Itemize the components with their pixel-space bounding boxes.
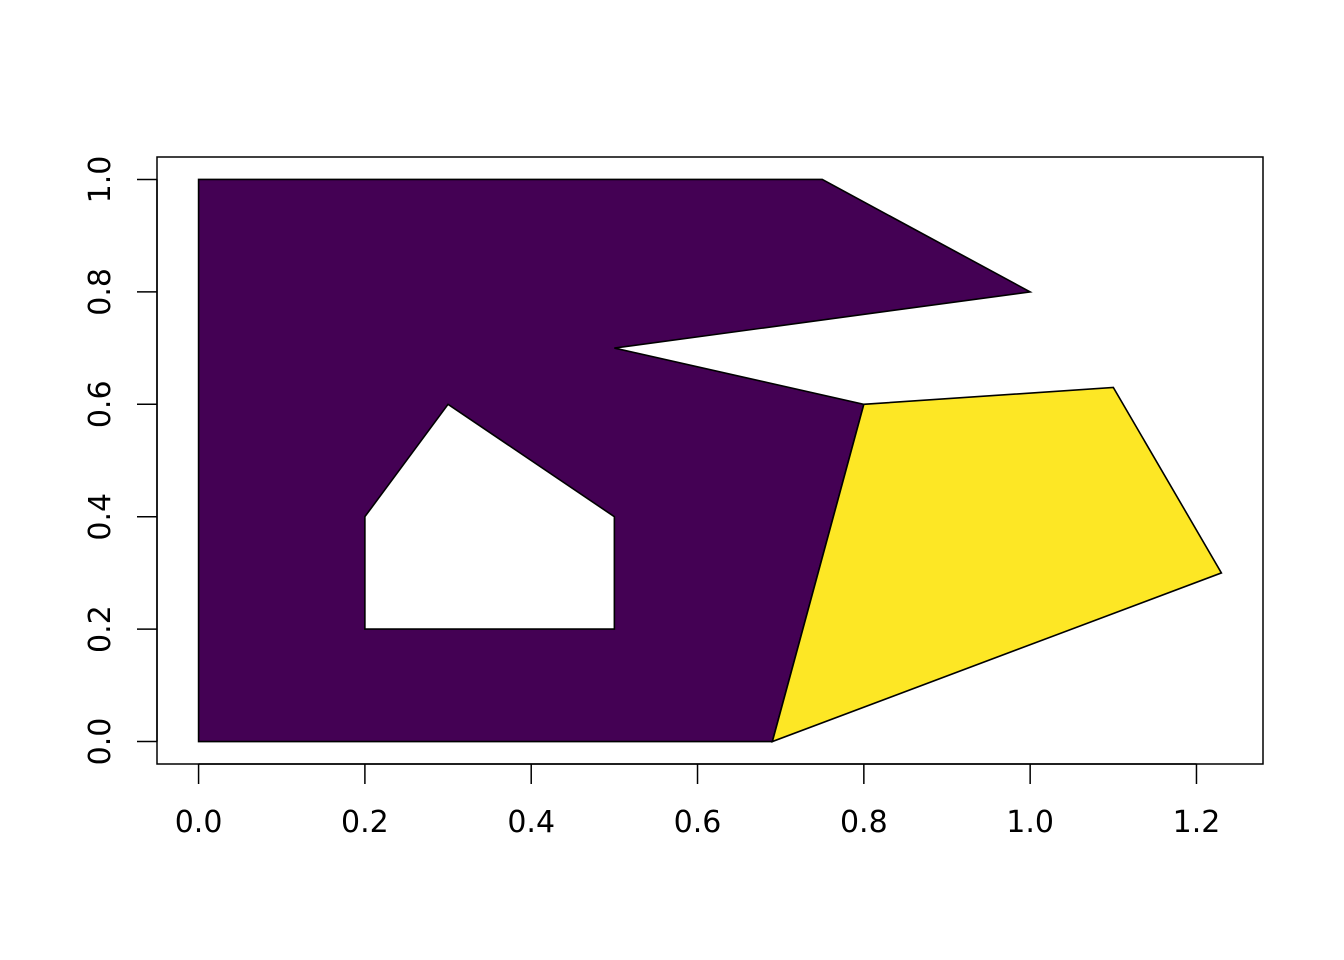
x-tick-label: 1.2 (1173, 805, 1221, 840)
y-tick-label: 1.0 (83, 156, 118, 204)
y-tick-label: 0.4 (83, 493, 118, 541)
y-tick-label: 0.6 (83, 380, 118, 428)
y-tick-label: 0.8 (83, 268, 118, 316)
polygon-2 (771, 386, 1223, 743)
polygons-layer (197, 178, 1223, 743)
y-tick-label: 0.2 (83, 605, 118, 653)
y-axis: 0.0 0.2 0.4 0.6 0.8 1.0 (83, 156, 158, 766)
y-tick-label: 0.0 (83, 718, 118, 766)
x-tick-label: 0.4 (507, 805, 555, 840)
x-tick-label: 1.0 (1006, 805, 1054, 840)
x-axis: 0.0 0.2 0.4 0.6 0.8 1.0 1.2 (175, 763, 1221, 840)
x-tick-label: 0.8 (840, 805, 888, 840)
x-tick-label: 0.0 (175, 805, 223, 840)
x-tick-label: 0.6 (674, 805, 722, 840)
x-tick-label: 0.2 (341, 805, 389, 840)
